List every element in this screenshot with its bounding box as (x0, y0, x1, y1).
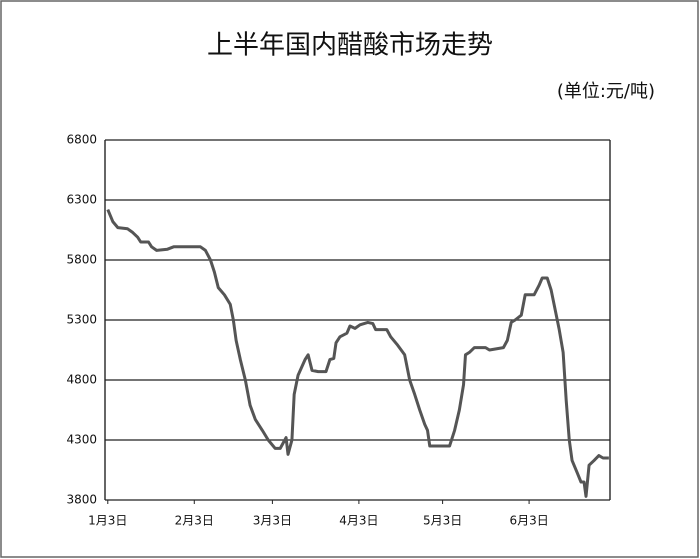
x-tick-label: 4月3日 (339, 514, 378, 528)
x-tick-label: 1月3日 (88, 514, 127, 528)
x-tick-label: 5月3日 (423, 514, 462, 528)
x-tick-label: 3月3日 (253, 514, 292, 528)
y-tick-label: 6300 (66, 193, 97, 207)
y-tick-label: 4300 (66, 433, 97, 447)
y-tick-label: 6800 (66, 133, 97, 147)
y-tick-label: 3800 (66, 493, 97, 507)
unit-label: (单位:元/吨) (557, 81, 655, 102)
x-tick-label: 6月3日 (509, 514, 548, 528)
x-tick-label: 2月3日 (175, 514, 214, 528)
y-tick-label: 4800 (66, 373, 97, 387)
y-tick-label: 5300 (66, 313, 97, 327)
chart-title: 上半年国内醋酸市场走势 (207, 31, 493, 61)
data-line (106, 209, 609, 498)
y-tick-label: 5800 (66, 253, 97, 267)
